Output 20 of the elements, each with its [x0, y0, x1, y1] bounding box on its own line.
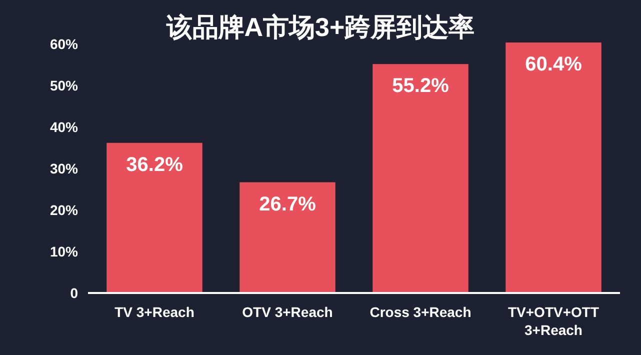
x-tick-label: Cross 3+Reach: [370, 304, 472, 320]
data-label: 36.2%: [126, 154, 184, 176]
y-tick-label: 60%: [50, 36, 79, 52]
y-tick-label: 40%: [50, 119, 79, 136]
chart-title: 该品牌A市场3+跨屏到达率: [165, 12, 475, 42]
data-label: 55.2%: [392, 75, 450, 98]
y-tick-label: 10%: [50, 244, 79, 260]
bar: [240, 182, 336, 293]
bar: [106, 142, 202, 293]
data-label: 26.7%: [259, 193, 316, 216]
data-label: 60.4%: [525, 53, 582, 76]
x-tick-label: OTV 3+Reach: [242, 304, 333, 320]
y-tick-label: 30%: [50, 160, 79, 177]
y-tick-label: 50%: [50, 78, 79, 94]
y-tick-label: 0: [70, 285, 78, 301]
y-tick-label: 20%: [50, 202, 79, 218]
bar: [506, 42, 602, 293]
x-tick-label: TV+OTV+OTT 3+Reach: [508, 304, 600, 338]
x-tick-label: TV 3+Reach: [114, 304, 194, 320]
bar: [372, 64, 468, 293]
